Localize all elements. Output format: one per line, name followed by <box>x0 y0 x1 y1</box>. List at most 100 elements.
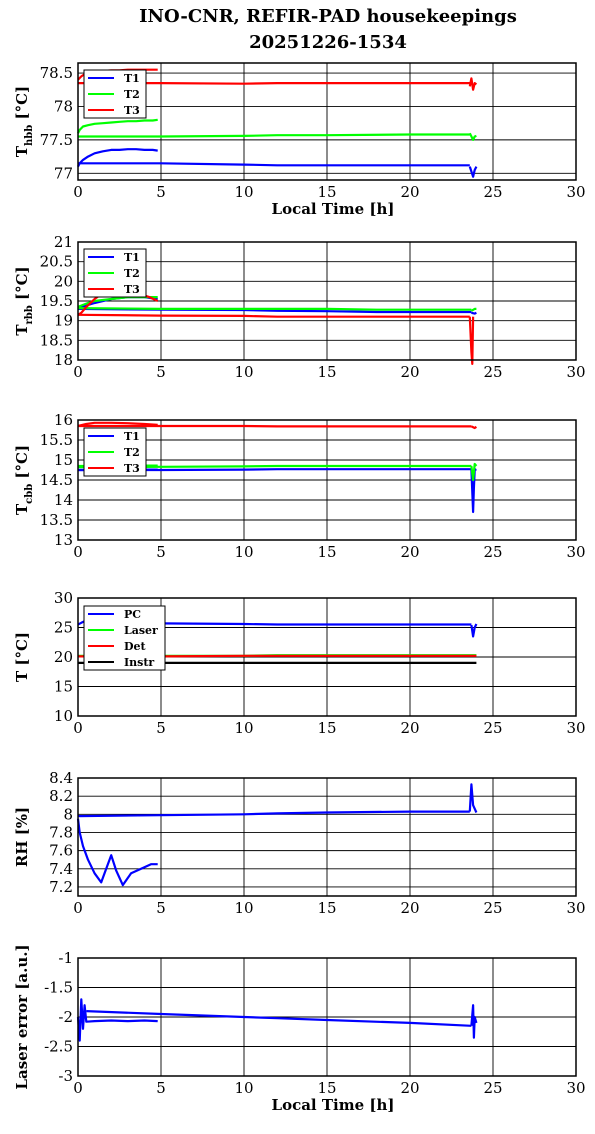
x-tick-label: 0 <box>73 899 83 917</box>
y-tick-label: 15 <box>54 451 73 469</box>
series-line-t1 <box>470 468 477 514</box>
series-line-pc <box>470 623 478 638</box>
series-line-t3 <box>78 81 470 85</box>
y-tick-label: 78.5 <box>40 64 73 82</box>
legend-label-instr: Instr <box>124 656 154 669</box>
x-tick-label: 20 <box>400 719 419 737</box>
series-line-data <box>76 818 158 887</box>
y-tick-label: 8.2 <box>49 787 73 805</box>
y-axis-label-subscript: hbb <box>24 125 35 146</box>
y-axis-label: Tcbb [°C] <box>13 445 35 515</box>
series-line-t2 <box>470 307 477 312</box>
y-tick-label: -2.5 <box>44 1038 73 1056</box>
y-axis-label: T [°C] <box>13 632 31 682</box>
y-axis-label: Laser error [a.u.] <box>13 944 31 1089</box>
x-tick-label: 30 <box>566 543 585 561</box>
y-tick-label: 7.6 <box>49 842 73 860</box>
series-line-t3 <box>77 313 470 318</box>
x-tick-label: 0 <box>73 543 83 561</box>
x-tick-label: 0 <box>73 719 83 737</box>
x-tick-label: 20 <box>400 1079 419 1097</box>
x-tick-label: 5 <box>156 363 166 381</box>
x-tick-label: 25 <box>483 719 502 737</box>
x-tick-label: 10 <box>234 543 253 561</box>
x-tick-label: 0 <box>73 183 83 201</box>
series-line-t1 <box>468 166 478 178</box>
y-tick-label: 14 <box>54 491 73 509</box>
y-tick-label: 20.5 <box>40 253 73 271</box>
y-tick-label: 13 <box>54 531 73 549</box>
x-tick-label: 15 <box>317 543 336 561</box>
x-tick-label: 10 <box>234 899 253 917</box>
y-tick-label: 25 <box>54 619 73 637</box>
y-tick-label: 77 <box>54 164 73 182</box>
y-axis-label-main: T <box>13 503 31 515</box>
figure-title-line2: 20251226-1534 <box>249 32 407 53</box>
y-axis-label-unit: [°C] <box>13 86 31 125</box>
x-tick-label: 25 <box>483 543 502 561</box>
x-tick-label: 15 <box>317 363 336 381</box>
x-tick-label: 30 <box>566 363 585 381</box>
y-tick-label: 7.4 <box>49 860 73 878</box>
x-tick-label: 20 <box>400 899 419 917</box>
x-tick-label: 5 <box>156 1079 166 1097</box>
figure-title-line1: INO-CNR, REFIR-PAD housekeepings <box>139 6 517 27</box>
y-tick-label: 30 <box>54 589 73 607</box>
x-tick-label: 25 <box>483 183 502 201</box>
y-axis-label-unit: [°C] <box>13 266 31 305</box>
series-line-t2 <box>470 462 478 482</box>
series-line-t2 <box>77 307 472 311</box>
x-tick-label: 30 <box>566 183 585 201</box>
y-axis-label: Thbb [°C] <box>13 86 35 157</box>
x-tick-label: 10 <box>234 1079 253 1097</box>
y-tick-label: 78 <box>54 97 73 115</box>
x-tick-label: 10 <box>234 183 253 201</box>
legend-label-pc: PC <box>124 608 141 621</box>
y-tick-label: 10 <box>54 707 73 725</box>
legend-label-t2: T2 <box>124 446 140 459</box>
x-axis-label: Local Time [h] <box>272 1096 395 1114</box>
y-tick-label: -1.5 <box>44 979 73 997</box>
y-tick-label: -2 <box>58 1008 73 1026</box>
legend-label-t1: T1 <box>124 251 140 264</box>
plot-frame <box>77 597 577 717</box>
y-axis-label-main: RH [%] <box>13 807 31 867</box>
legend-label-t1: T1 <box>124 430 140 443</box>
y-axis-label-subscript: cbb <box>24 484 35 504</box>
x-tick-label: 15 <box>317 899 336 917</box>
x-tick-label: 20 <box>400 183 419 201</box>
y-tick-label: 16 <box>54 411 73 429</box>
y-tick-label: -1 <box>58 949 73 967</box>
series-line-data <box>86 1010 472 1027</box>
legend-box <box>83 605 166 671</box>
x-tick-label: 5 <box>156 543 166 561</box>
legend-label-t1: T1 <box>124 72 140 85</box>
y-tick-label: 18.5 <box>40 331 73 349</box>
x-tick-label: 5 <box>156 899 166 917</box>
legend-label-t3: T3 <box>124 104 140 117</box>
x-tick-label: 10 <box>234 719 253 737</box>
y-tick-label: 20 <box>54 648 73 666</box>
y-tick-label: 20 <box>54 272 73 290</box>
series-line-data <box>470 1004 478 1039</box>
series-line-t2 <box>77 118 158 134</box>
series-line-t1 <box>78 468 472 472</box>
legend-label-t2: T2 <box>124 267 140 280</box>
series-line-t3 <box>468 316 475 365</box>
y-tick-label: 19.5 <box>40 292 73 310</box>
plot-frame <box>77 241 577 361</box>
x-tick-label: 25 <box>483 899 502 917</box>
x-tick-label: 30 <box>566 899 585 917</box>
y-axis-label-main: T [°C] <box>13 632 31 682</box>
x-tick-label: 0 <box>73 1079 83 1097</box>
legend-label-det: Det <box>124 640 147 653</box>
y-axis-label: RH [%] <box>13 807 31 867</box>
y-tick-label: 19 <box>54 312 73 330</box>
chart-panel-5: 0 5 10 15 20 25 30 7.27.47.67.888.28.4 RH [%] <box>13 769 586 917</box>
legend-label-laser: Laser <box>124 624 158 637</box>
series-line-data <box>468 783 478 813</box>
series-line-t2 <box>78 133 470 138</box>
plot-frame <box>77 957 577 1077</box>
chart-panel-3: 0 5 10 15 20 25 30 13 13.5 14 14.5 15 15.5 16 Tcbb [°C… <box>13 411 586 561</box>
y-axis-label-main: T <box>13 145 31 157</box>
